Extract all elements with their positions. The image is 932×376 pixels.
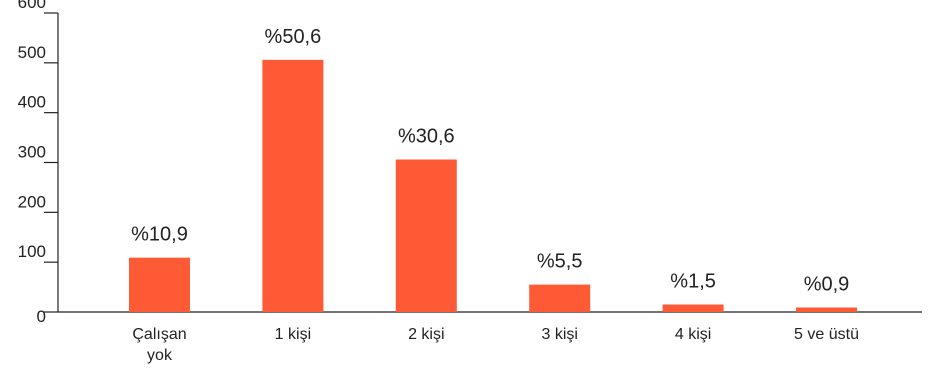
data-labels: %10,9 %50,6 %30,6 %5,5 %1,5 %0,9 [131,26,849,296]
bar [796,307,857,312]
y-tick-label: 400 [18,93,46,112]
y-tick-label: 0 [37,307,46,326]
bar [395,159,457,312]
category-label: 2 kişi [408,326,444,343]
category-label-line: Çalışan [132,326,186,343]
bars [129,59,857,312]
category-label: 5 ve üstü [794,326,859,343]
category-label: Çalışan yok [132,326,186,364]
category-label-line: 1 kişi [275,326,311,343]
category-label: 4 kişi [675,326,711,343]
category-label-line: 5 ve üstü [794,326,859,343]
category-label-line: yok [147,347,173,364]
bar [129,257,190,312]
category-label: 1 kişi [275,326,311,343]
data-label: %10,9 [131,224,188,246]
category-label: 3 kişi [541,326,577,343]
data-label: %30,6 [398,126,455,148]
data-label: %0,9 [804,274,850,296]
data-label: %5,5 [537,251,583,273]
data-label: %1,5 [670,271,716,293]
category-labels: Çalışan yok 1 kişi 2 kişi 3 kişi 4 kişi 5 ve ü… [132,326,859,364]
data-label: %50,6 [265,26,322,48]
y-tick-label: 500 [18,43,46,62]
y-tick-label: 100 [18,242,46,261]
bar [662,304,724,312]
category-label-line: 4 kişi [675,326,711,343]
category-label-line: 2 kişi [408,326,444,343]
category-label-line: 3 kişi [541,326,577,343]
bar [262,59,324,312]
y-tick-label: 200 [18,192,46,211]
y-tick-label: 600 [18,0,46,12]
y-axis: 0 100 200 300 400 500 600 [18,0,59,326]
y-tick-label: 300 [18,143,46,162]
bar [529,284,591,312]
